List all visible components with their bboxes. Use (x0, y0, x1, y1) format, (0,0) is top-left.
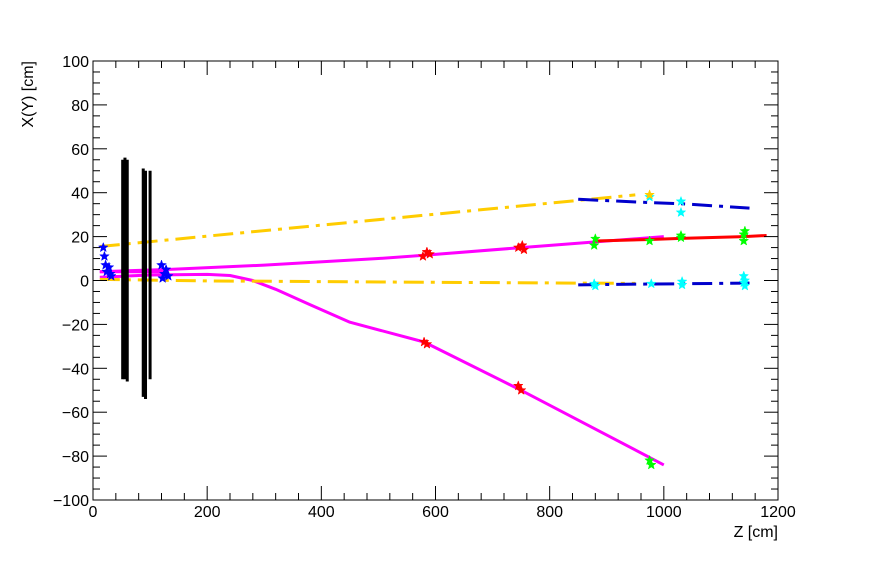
detector-planes-layer (121, 157, 152, 400)
hit-marker (424, 248, 436, 259)
x-tick-label: 600 (422, 504, 449, 521)
x-tick-label: 800 (536, 504, 563, 521)
y-tick-label: −60 (62, 405, 89, 422)
hit-marker (738, 235, 750, 246)
hit-marker (645, 459, 657, 470)
hit-marker (99, 250, 110, 261)
y-tick-label: 0 (80, 274, 89, 291)
y-tick-label: 60 (71, 142, 89, 159)
x-axis-ticks (92, 61, 779, 500)
y-tick-label: 100 (62, 54, 89, 71)
hit-marker (160, 263, 172, 275)
y-axis-ticks (93, 60, 778, 501)
hit-marker (675, 195, 687, 207)
hit-marker (156, 259, 167, 270)
hit-marker (645, 278, 657, 289)
hit-marker (739, 280, 751, 291)
x-tick-label: 200 (194, 504, 221, 521)
hit-marker (675, 206, 687, 218)
track-line-8 (578, 281, 750, 287)
hit-marker (676, 279, 688, 290)
y-tick-label: −80 (62, 449, 89, 466)
hit-marker (105, 270, 117, 281)
hit-marker (103, 261, 115, 272)
track-line-7 (578, 197, 750, 210)
hit-marker (644, 189, 655, 200)
track-line-5 (99, 193, 636, 248)
y-tick-label: 40 (71, 186, 89, 203)
hit-marker (588, 239, 600, 250)
hit-marker (644, 454, 655, 466)
y-tick-label: −100 (53, 493, 89, 510)
hit-marker (515, 384, 527, 395)
hit-marker (675, 229, 687, 241)
hit-marker (589, 233, 601, 244)
hit-marker (417, 250, 429, 261)
hit-marker (162, 270, 174, 281)
x-axis-title: Z [cm] (734, 524, 778, 541)
track-line-6 (99, 277, 636, 285)
hit-marker (157, 272, 169, 283)
hit-marker (512, 380, 524, 391)
y-tick-label: 20 (71, 230, 89, 247)
hit-marker (589, 280, 601, 291)
y-tick-label: 80 (71, 98, 89, 115)
hit-marker (97, 241, 109, 253)
hits-layer (97, 189, 751, 470)
x-tick-label: 1000 (646, 504, 682, 521)
x-axis-tick-labels: 0 200 400 600 800 1000 1200 (89, 504, 796, 521)
x-tick-label: 400 (308, 504, 335, 521)
hit-marker (739, 225, 751, 236)
hit-marker (421, 338, 433, 349)
y-axis-tick-labels: 100 80 60 40 20 0 −20 −40 −60 −80 −100 (53, 54, 89, 510)
y-axis-title: X(Y) [cm] (20, 61, 37, 128)
y-tick-label: −40 (62, 361, 89, 378)
hit-marker (644, 235, 655, 246)
hit-marker (516, 239, 528, 250)
track-line-1 (99, 272, 665, 467)
y-tick-label: −20 (62, 317, 89, 334)
hit-marker (518, 244, 530, 255)
x-tick-label: 1200 (760, 504, 796, 521)
x-tick-label: 0 (89, 504, 98, 521)
